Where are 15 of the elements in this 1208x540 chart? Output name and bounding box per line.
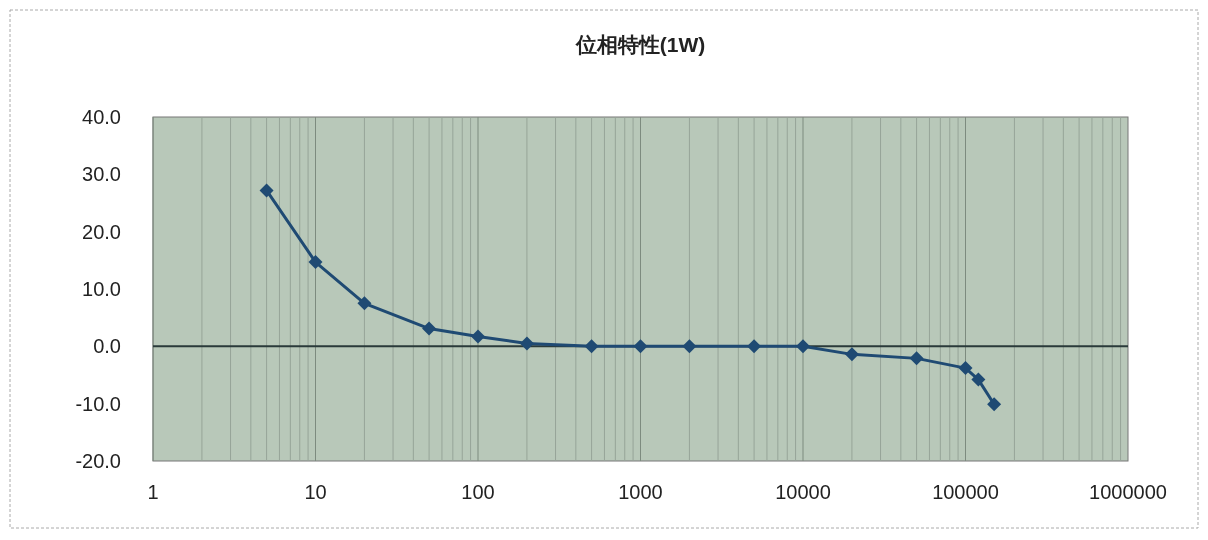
- y-tick-label: 40.0: [82, 106, 121, 128]
- y-tick-label: -10.0: [75, 392, 121, 415]
- y-tick-label: 20.0: [82, 220, 121, 243]
- x-tick-label: 1000: [618, 481, 663, 503]
- y-tick-label: -20.0: [75, 450, 121, 472]
- x-tick-label: 100000: [932, 481, 999, 503]
- x-tick-label: 10000: [775, 481, 831, 503]
- y-tick-label: 30.0: [82, 163, 121, 186]
- x-tick-label: 10: [304, 481, 327, 503]
- x-tick-label: 1000000: [1089, 481, 1167, 503]
- y-tick-label: 0.0: [93, 335, 121, 358]
- chart-title: 位相特性(1W): [574, 33, 706, 56]
- x-tick-label: 1: [147, 481, 159, 503]
- y-tick-label: 10.0: [82, 278, 121, 300]
- x-tick-label: 100: [461, 481, 495, 503]
